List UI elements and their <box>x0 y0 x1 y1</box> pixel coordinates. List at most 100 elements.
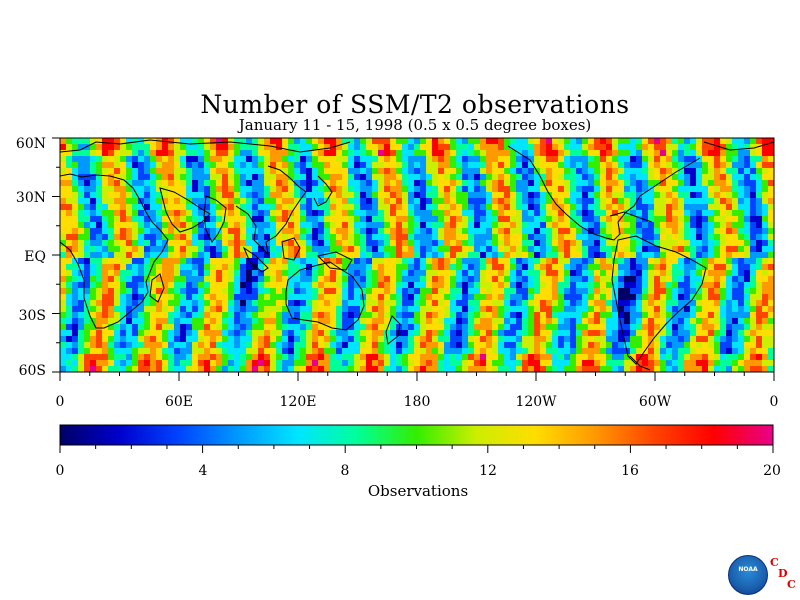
field-cell <box>102 228 109 235</box>
field-cell <box>600 222 607 229</box>
field-cell <box>732 336 739 343</box>
field-cell <box>660 216 667 223</box>
field-cell <box>648 180 655 187</box>
field-cell <box>270 252 277 259</box>
field-cell <box>558 222 565 229</box>
field-cell <box>528 306 535 313</box>
field-cell <box>690 156 697 163</box>
field-cell <box>552 186 559 193</box>
field-cell <box>576 264 583 271</box>
field-cell <box>516 294 523 301</box>
field-cell <box>480 210 487 217</box>
field-cell <box>306 258 313 265</box>
field-cell <box>378 246 385 253</box>
field-cell <box>444 318 451 325</box>
field-cell <box>72 348 79 355</box>
field-cell <box>528 342 535 349</box>
field-cell <box>348 180 355 187</box>
field-cell <box>414 318 421 325</box>
field-cell <box>294 324 301 331</box>
field-cell <box>402 270 409 277</box>
field-cell <box>726 366 733 372</box>
field-cell <box>84 354 91 361</box>
field-cell <box>486 138 493 145</box>
field-cell <box>642 138 649 145</box>
field-cell <box>204 312 211 319</box>
field-cell <box>528 300 535 307</box>
field-cell <box>456 198 463 205</box>
field-cell <box>540 168 547 175</box>
field-cell <box>420 276 427 283</box>
field-cell <box>264 138 271 145</box>
field-cell <box>342 162 349 169</box>
field-cell <box>312 240 319 247</box>
field-cell <box>414 360 421 367</box>
field-cell <box>618 330 625 337</box>
field-cell <box>228 192 235 199</box>
field-cell <box>714 318 721 325</box>
field-cell <box>156 240 163 247</box>
field-cell <box>264 204 271 211</box>
field-cell <box>726 210 733 217</box>
field-cell <box>234 300 241 307</box>
field-cell <box>420 216 427 223</box>
field-cell <box>660 174 667 181</box>
field-cell <box>168 246 175 253</box>
field-cell <box>204 144 211 151</box>
field-cell <box>126 210 133 217</box>
field-cell <box>768 264 774 271</box>
field-cell <box>174 156 181 163</box>
field-cell <box>666 150 673 157</box>
field-cell <box>396 156 403 163</box>
field-cell <box>522 198 529 205</box>
field-cell <box>138 162 145 169</box>
field-cell <box>240 336 247 343</box>
field-cell <box>114 240 121 247</box>
field-cell <box>678 192 685 199</box>
field-cell <box>582 144 589 151</box>
field-cell <box>666 144 673 151</box>
field-cell <box>762 204 769 211</box>
field-cell <box>426 342 433 349</box>
field-cell <box>342 246 349 253</box>
field-cell <box>588 234 595 241</box>
field-cell <box>762 336 769 343</box>
field-cell <box>300 270 307 277</box>
field-cell <box>540 264 547 271</box>
field-cell <box>252 192 259 199</box>
field-cell <box>588 300 595 307</box>
field-cell <box>96 282 103 289</box>
field-cell <box>132 312 139 319</box>
field-cell <box>366 306 373 313</box>
field-cell <box>330 258 337 265</box>
field-cell <box>750 330 757 337</box>
field-cell <box>192 366 199 372</box>
field-cell <box>162 312 169 319</box>
field-cell <box>732 312 739 319</box>
field-cell <box>726 264 733 271</box>
field-cell <box>468 324 475 331</box>
field-cell <box>156 234 163 241</box>
field-cell <box>612 210 619 217</box>
field-cell <box>756 318 763 325</box>
field-cell <box>432 288 439 295</box>
field-cell <box>426 228 433 235</box>
field-cell <box>516 366 523 372</box>
field-cell <box>384 360 391 367</box>
field-cell <box>90 270 97 277</box>
field-cell <box>414 222 421 229</box>
field-cell <box>504 144 511 151</box>
field-cell <box>738 300 745 307</box>
field-cell <box>492 192 499 199</box>
field-cell <box>438 210 445 217</box>
field-cell <box>252 318 259 325</box>
field-cell <box>720 246 727 253</box>
field-cell <box>642 246 649 253</box>
field-cell <box>372 180 379 187</box>
field-cell <box>150 252 157 259</box>
field-cell <box>276 354 283 361</box>
field-cell <box>702 336 709 343</box>
field-cell <box>240 324 247 331</box>
field-cell <box>450 204 457 211</box>
field-cell <box>678 288 685 295</box>
